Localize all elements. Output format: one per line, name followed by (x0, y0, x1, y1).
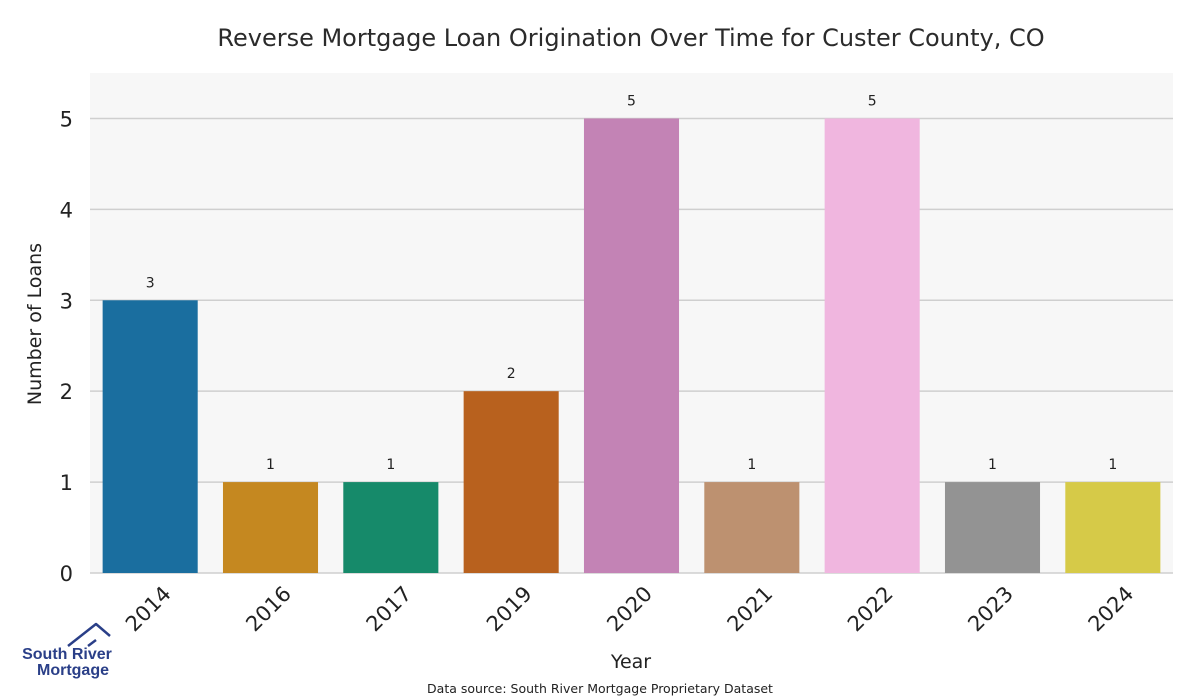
x-tick-label-2021: 2021 (723, 582, 778, 637)
bar-2024 (1065, 482, 1161, 573)
bar-2022 (824, 118, 920, 574)
bar-2020 (583, 118, 680, 574)
bar-2014 (102, 300, 198, 573)
y-axis-ticks: 0 1 2 3 4 5 (60, 107, 73, 586)
bar-2019 (463, 391, 559, 573)
x-tick-label-2024: 2024 (1084, 582, 1139, 637)
data-labels: 3 1 1 2 5 1 5 1 1 (146, 93, 1118, 473)
bar-2017 (343, 482, 439, 573)
y-tick-label: 5 (60, 107, 73, 131)
logo-line-1: South River (22, 646, 112, 663)
x-tick-label-2020: 2020 (602, 582, 657, 637)
x-tick-label-2016: 2016 (241, 582, 296, 637)
y-tick-label: 2 (60, 380, 73, 404)
data-label-2014: 3 (146, 275, 155, 291)
data-label-2019: 2 (507, 366, 516, 382)
y-tick-label: 4 (60, 198, 73, 222)
data-label-2022: 5 (868, 93, 877, 109)
bar-2021 (704, 482, 800, 573)
x-axis-ticks: 2014 2016 2017 2019 2020 2021 2022 2023 2024 (121, 582, 1138, 637)
y-axis-label: Number of Loans (24, 243, 46, 405)
bar-2023 (944, 482, 1041, 573)
x-tick-label-2022: 2022 (843, 582, 898, 637)
data-label-2020: 5 (627, 93, 636, 109)
house-roof-icon (67, 622, 111, 647)
data-label-2017: 1 (386, 457, 395, 473)
y-tick-label: 0 (60, 562, 73, 586)
bar-2016 (222, 482, 319, 573)
x-tick-label-2017: 2017 (362, 582, 417, 637)
x-tick-label-2014: 2014 (121, 582, 176, 637)
x-axis-label: Year (610, 651, 651, 673)
x-tick-label-2023: 2023 (963, 582, 1018, 637)
data-source-note: Data source: South River Mortgage Propri… (427, 681, 773, 696)
data-label-2021: 1 (747, 457, 756, 473)
data-label-2024: 1 (1108, 457, 1117, 473)
bars (102, 118, 1161, 574)
y-tick-label: 3 (60, 289, 73, 313)
company-logo: South River Mortgage (22, 622, 112, 679)
logo-line-2: Mortgage (37, 662, 109, 679)
data-label-2023: 1 (988, 457, 997, 473)
x-tick-label-2019: 2019 (482, 582, 537, 637)
data-label-2016: 1 (266, 457, 275, 473)
y-tick-label: 1 (60, 471, 73, 495)
chart-title: Reverse Mortgage Loan Origination Over T… (217, 24, 1044, 52)
